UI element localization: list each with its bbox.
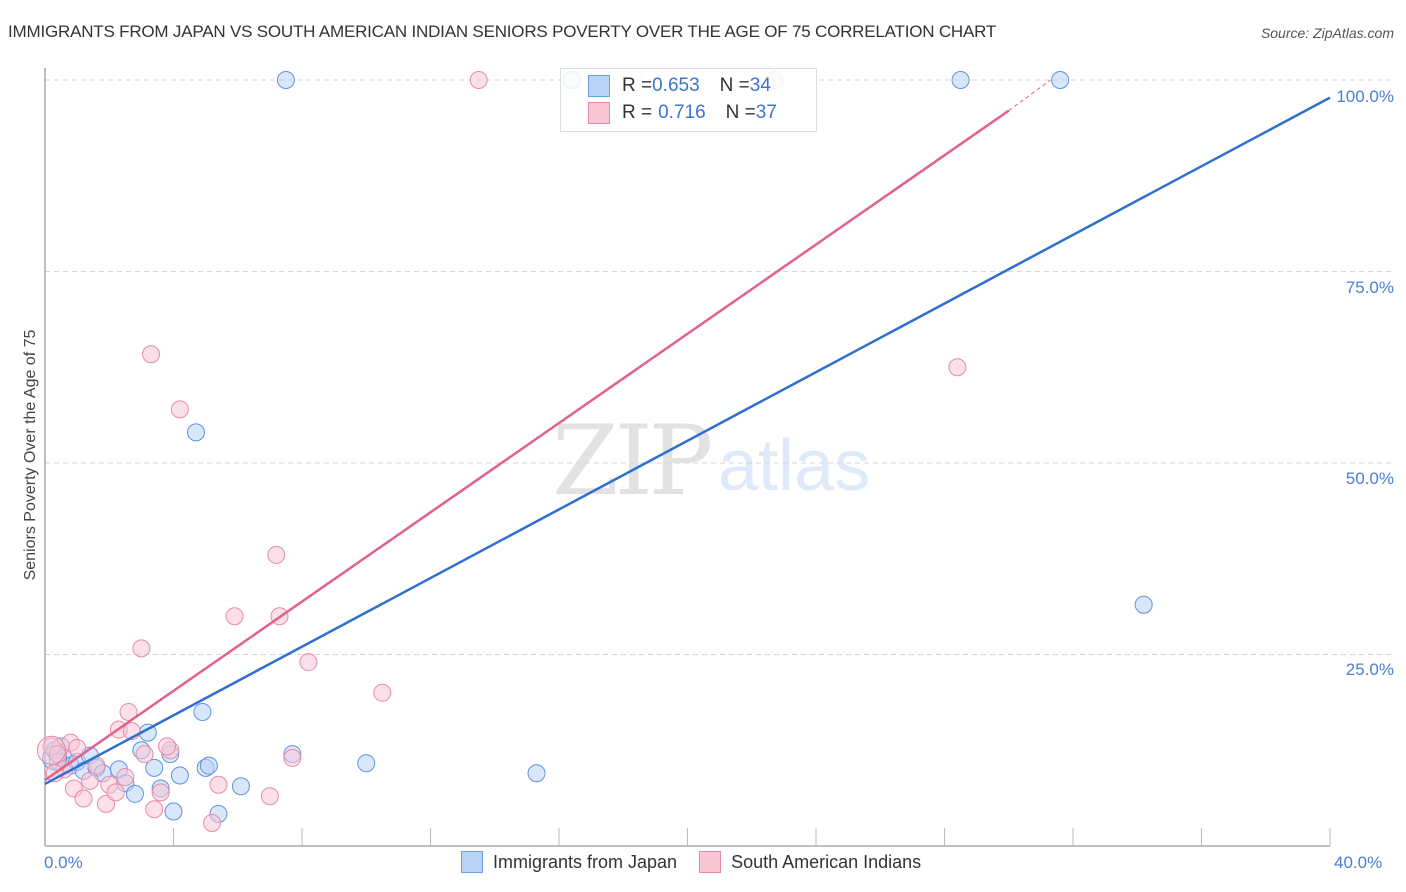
- n-value-sai: 37: [755, 102, 777, 123]
- x-tick-0: 0.0%: [44, 853, 83, 872]
- data-point-sai: [116, 768, 135, 787]
- data-point-sai: [132, 639, 151, 658]
- data-point-japan: [276, 71, 295, 89]
- data-point-sai-cluster: [36, 735, 66, 765]
- data-point-japan: [145, 758, 164, 777]
- data-point-japan: [199, 756, 218, 775]
- data-point-sai: [283, 748, 302, 767]
- trendline-sai: [44, 109, 1010, 782]
- y-axis-label: Seniors Poverty Over the Age of 75: [22, 329, 39, 581]
- watermark-atlas: atlas: [718, 426, 871, 506]
- series-sai-points: [36, 71, 967, 833]
- data-point-sai: [948, 358, 967, 377]
- data-point-sai: [225, 607, 244, 626]
- trendline-japan: [44, 96, 1331, 786]
- trendlines: [44, 79, 1331, 786]
- y-tick-25: 25.0%: [1345, 660, 1394, 679]
- legend-swatch-japan: [461, 851, 483, 873]
- data-point-japan: [125, 784, 144, 803]
- gridlines: [45, 79, 1392, 655]
- data-point-sai: [151, 783, 170, 802]
- series-japan-points: [42, 71, 1153, 823]
- r-value-japan: 0.653: [652, 75, 700, 96]
- y-tick-75: 75.0%: [1345, 278, 1394, 297]
- data-point-japan: [1134, 595, 1153, 614]
- data-point-sai: [158, 737, 177, 756]
- data-point-sai: [135, 745, 154, 764]
- series-legend: Immigrants from Japan South American Ind…: [461, 851, 943, 873]
- legend-swatch-sai: [699, 851, 722, 873]
- data-point-japan: [357, 754, 376, 773]
- data-point-sai: [299, 653, 318, 672]
- data-point-japan: [231, 777, 250, 796]
- data-point-japan: [193, 702, 212, 721]
- chart-title: IMMIGRANTS FROM JAPAN VS SOUTH AMERICAN …: [8, 22, 997, 41]
- data-point-japan: [170, 766, 189, 785]
- data-point-sai: [203, 814, 222, 833]
- legend-item-japan[interactable]: Immigrants from Japan: [461, 851, 677, 873]
- stats-legend: R = 0.653 N = 34 R = 0.716 N = 37: [560, 68, 817, 132]
- trendline-sai-extension: [1008, 79, 1051, 112]
- y-tick-50: 50.0%: [1345, 469, 1394, 488]
- data-point-japan: [1051, 71, 1070, 89]
- y-tick-100: 100.0%: [1336, 87, 1394, 106]
- source-label: Source: ZipAtlas.com: [1260, 25, 1394, 41]
- x-tick-40: 40.0%: [1334, 853, 1383, 872]
- data-point-sai: [373, 683, 392, 702]
- data-point-sai: [267, 545, 286, 564]
- legend-item-sai[interactable]: South American Indians: [699, 851, 921, 873]
- data-point-sai: [74, 789, 93, 808]
- data-point-japan: [164, 802, 183, 821]
- r-value-sai: 0.716: [658, 102, 706, 123]
- legend-swatch-pink: [588, 102, 610, 124]
- data-point-sai: [209, 775, 228, 794]
- legend-row-sai: R = 0.716 N = 37: [561, 100, 777, 126]
- data-point-sai: [145, 800, 164, 819]
- data-point-sai: [260, 787, 279, 806]
- legend-row-japan: R = 0.653 N = 34: [561, 73, 771, 99]
- data-point-japan: [186, 423, 205, 442]
- data-point-sai: [119, 702, 138, 721]
- data-point-sai: [80, 771, 99, 790]
- data-point-sai: [142, 345, 161, 364]
- data-point-japan: [951, 71, 970, 89]
- axes: [44, 68, 1331, 847]
- data-point-sai: [170, 400, 189, 419]
- data-point-sai: [97, 794, 116, 813]
- data-point-japan: [527, 764, 546, 783]
- n-value-japan: 34: [749, 75, 771, 96]
- data-point-sai: [106, 783, 125, 802]
- legend-swatch-blue: [588, 75, 610, 97]
- data-point-sai: [469, 71, 488, 89]
